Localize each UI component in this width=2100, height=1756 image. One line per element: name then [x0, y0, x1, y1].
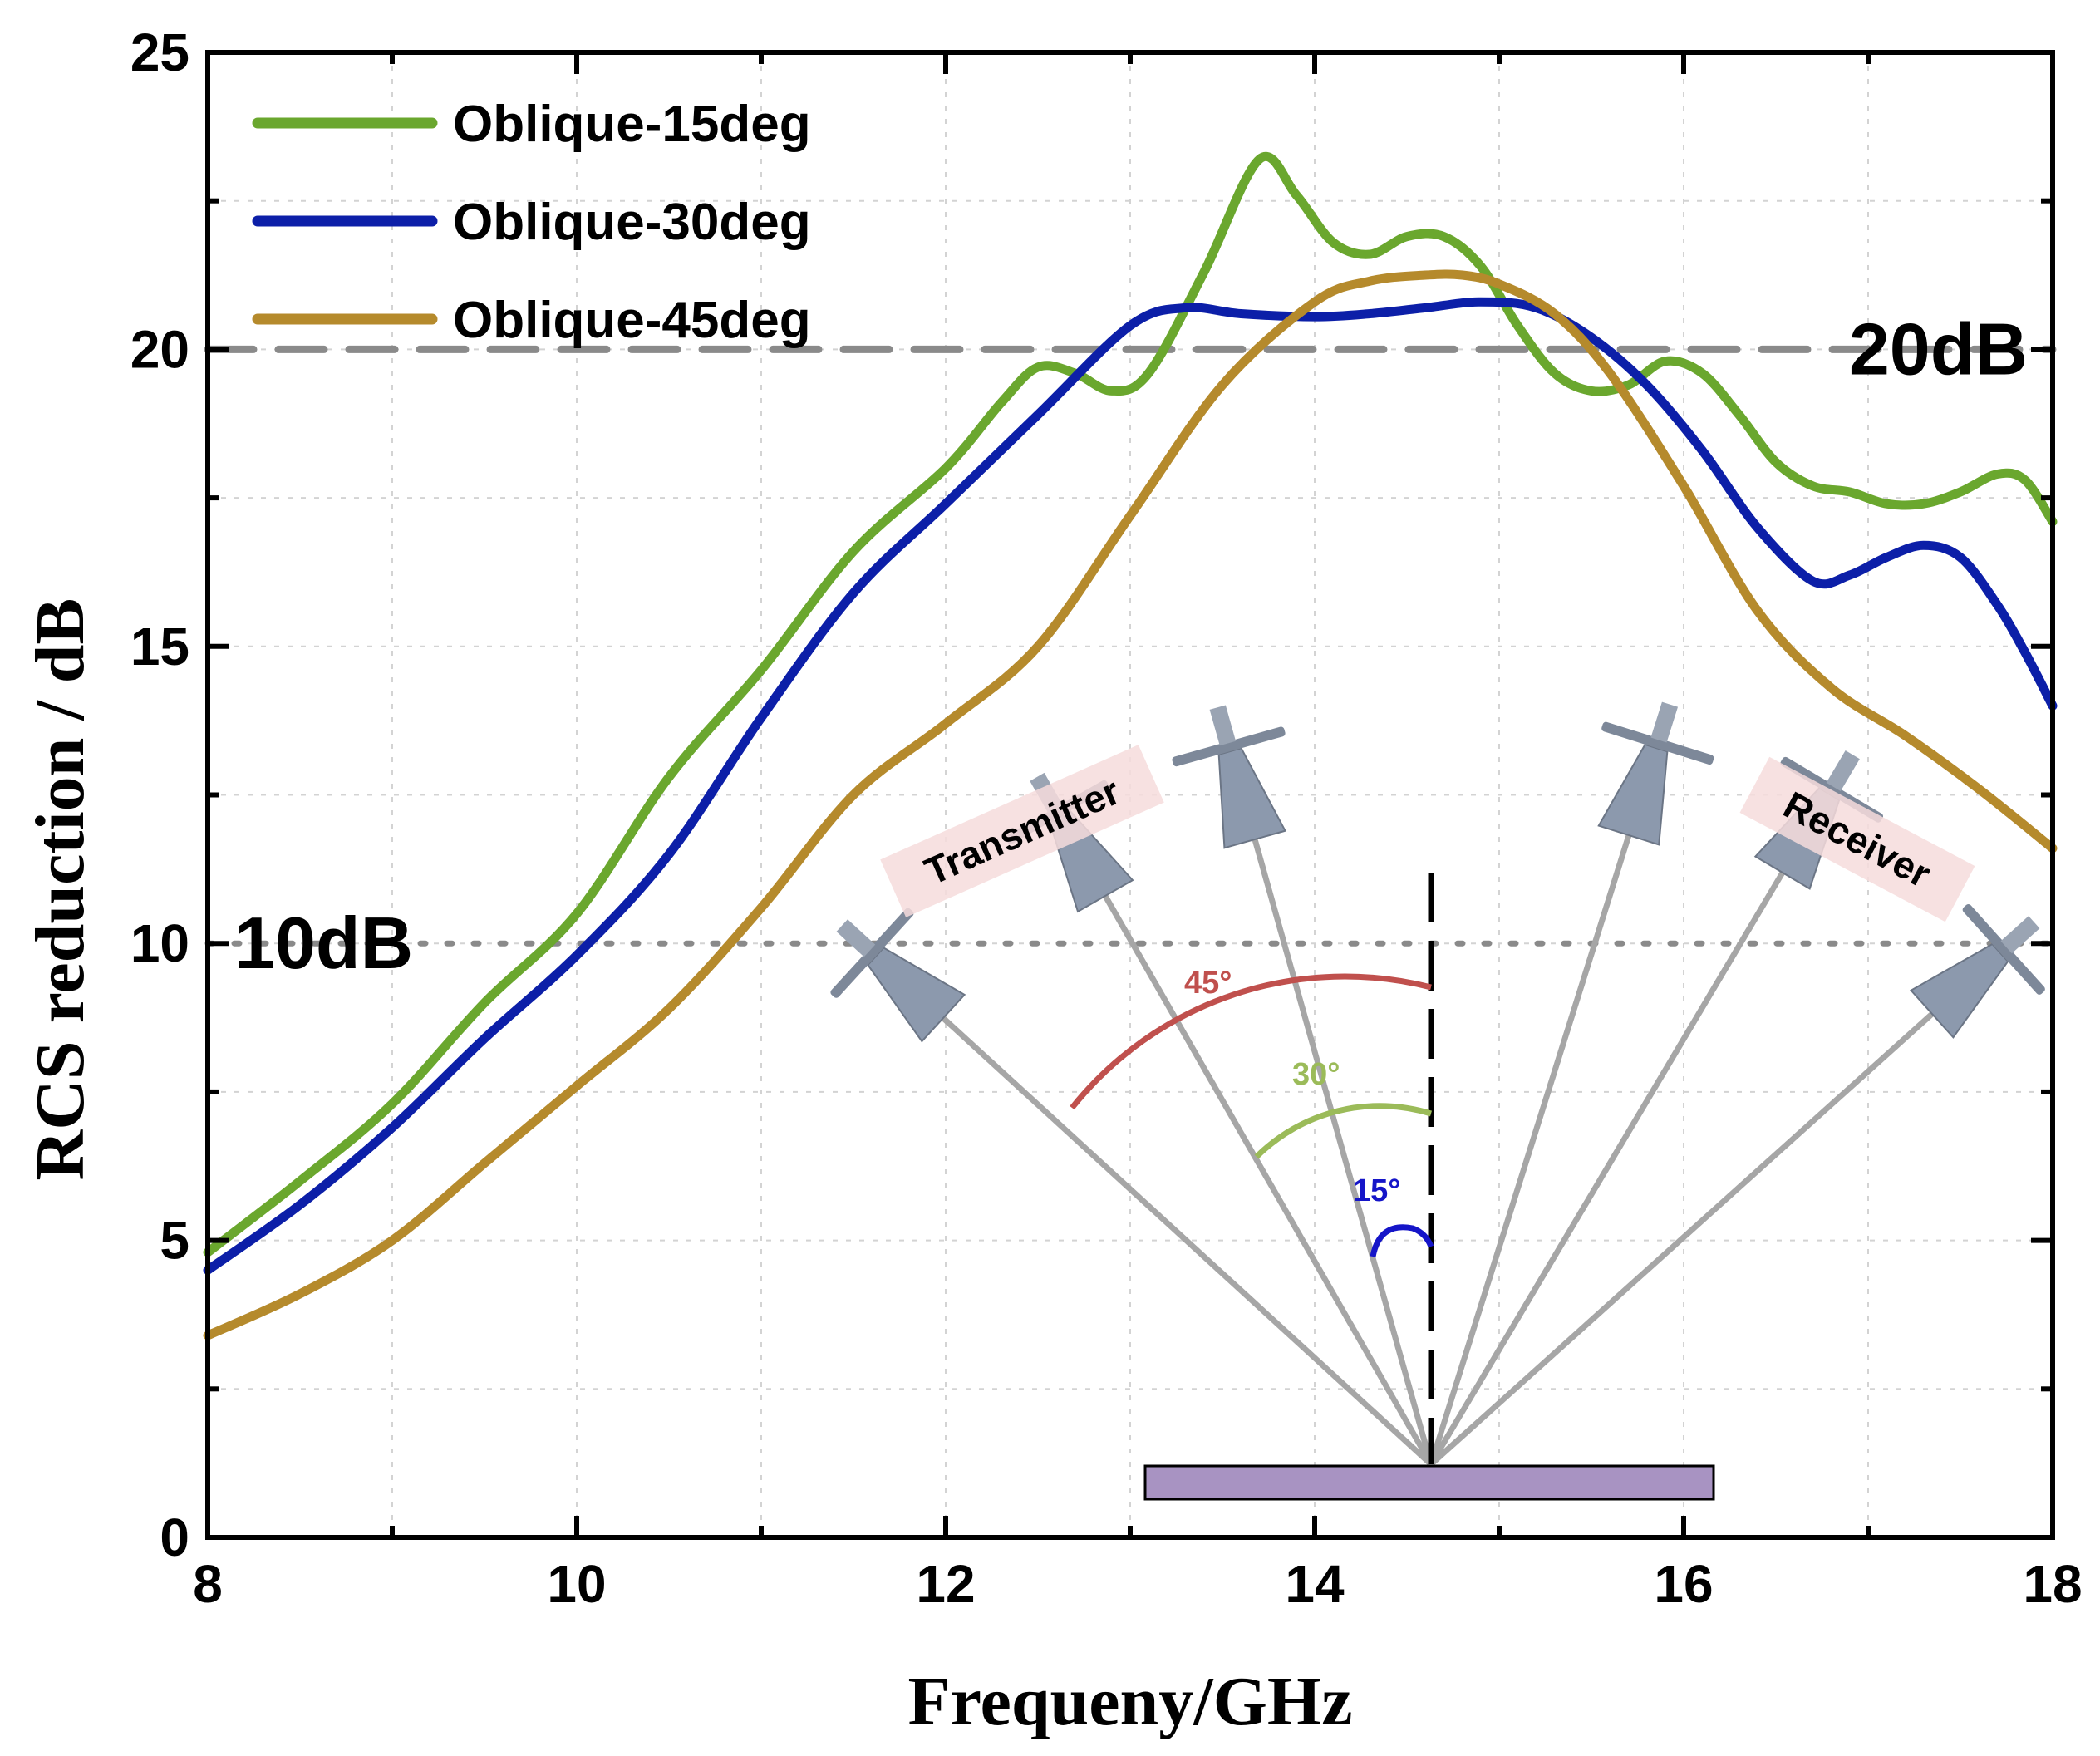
ray-4 — [1428, 871, 1786, 1466]
x-tick-label: 16 — [1654, 1554, 1713, 1614]
reference-label-20dB: 20dB — [1849, 307, 2028, 390]
legend: Oblique-15deg Oblique-30deg Oblique-45deg — [252, 96, 811, 349]
y-tick-label: 25 — [130, 22, 189, 82]
ray-0 — [941, 1016, 1434, 1467]
measurement-setup-inset: 45° 30° 15° Transmitter Receiver — [830, 701, 2045, 1501]
axis-ticks: 8 10 12 14 16 18 0 5 10 15 20 25 — [130, 22, 2083, 1614]
legend-label-Oblique-45deg: Oblique-45deg — [453, 292, 811, 349]
series-Oblique-45deg — [203, 269, 2058, 1340]
horn-waveguide — [1826, 750, 1860, 791]
reference-lines: 20dB 10dB — [204, 307, 2057, 984]
angle-label-45: 45° — [1184, 966, 1232, 1001]
y-tick-label: 10 — [130, 913, 189, 973]
angle-label-15: 15° — [1353, 1173, 1400, 1208]
x-tick-label: 18 — [2023, 1554, 2082, 1614]
y-axis-title: RCS reduction / dB — [22, 598, 99, 1181]
horn-waveguide — [1209, 705, 1237, 746]
arc-30 — [1254, 1103, 1433, 1159]
y-tick-label: 5 — [160, 1211, 189, 1271]
legend-label-Oblique-15deg: Oblique-15deg — [453, 96, 811, 153]
antenna-icon — [1910, 904, 2045, 1039]
data-series — [203, 152, 2058, 1340]
angle-label-30: 30° — [1292, 1057, 1340, 1092]
x-axis-title: Frequeny/GHz — [907, 1663, 1352, 1740]
x-tick-label: 8 — [193, 1554, 223, 1614]
arc-15 — [1370, 1224, 1434, 1257]
horn-waveguide — [2000, 916, 2040, 954]
horn-flange — [1962, 904, 2045, 995]
antenna-icon — [830, 908, 966, 1043]
horn-body — [1597, 743, 1669, 846]
metasurface-sample — [1143, 1464, 1715, 1501]
legend-label-Oblique-30deg: Oblique-30deg — [453, 194, 811, 251]
reference-label-10dB: 10dB — [234, 902, 413, 984]
ray-3 — [1428, 834, 1632, 1466]
arc-45 — [1070, 973, 1432, 1110]
horn-flange — [1172, 726, 1286, 767]
x-tick-label: 10 — [547, 1554, 606, 1614]
ray-1 — [1102, 894, 1434, 1466]
ray-5 — [1429, 1011, 1935, 1467]
ray-2 — [1252, 839, 1434, 1465]
y-tick-label: 15 — [130, 617, 189, 676]
series-Oblique-15deg — [203, 152, 2058, 1257]
horn-flange — [830, 908, 914, 998]
incident-rays — [941, 834, 1935, 1467]
horn-waveguide — [1650, 701, 1679, 743]
y-tick-label: 20 — [130, 319, 189, 379]
antenna-icon — [1597, 701, 1714, 846]
y-tick-label: 0 — [160, 1508, 189, 1567]
horn-waveguide — [836, 919, 876, 957]
x-tick-label: 14 — [1285, 1554, 1345, 1614]
transmitter-tag: Transmitter — [880, 745, 1164, 917]
horn-flange — [1601, 721, 1714, 765]
x-tick-label: 12 — [916, 1554, 975, 1614]
antenna-icon — [1172, 705, 1287, 849]
